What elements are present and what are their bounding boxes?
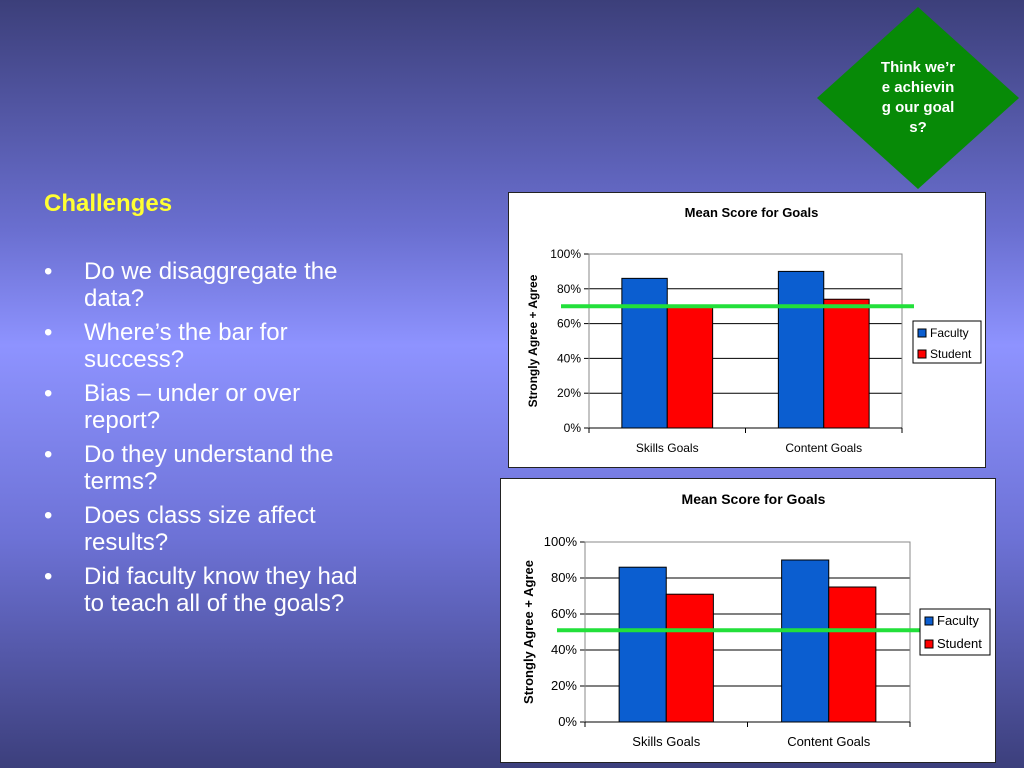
bullet-item: • Did faculty know they had to teach all … xyxy=(44,563,374,617)
chart-bottom-svg: Mean Score for Goals 0% 20% 40% 60% 80% 100% Sk… xyxy=(521,491,991,749)
y-tick-label: 60% xyxy=(557,317,581,331)
legend-label: Student xyxy=(930,347,972,361)
legend-swatch-faculty xyxy=(917,328,927,338)
callout-text: Think we’re achieving our goals? xyxy=(880,59,956,136)
y-tick-label: 40% xyxy=(551,642,577,657)
y-tick-label: 20% xyxy=(551,678,577,693)
bullet-dot: • xyxy=(44,380,53,407)
bar-faculty xyxy=(781,559,830,723)
bullet-item: • Do they understand the terms? xyxy=(44,441,374,495)
section-heading: Challenges xyxy=(44,190,173,217)
bullet-text: Bias – under or over report? xyxy=(84,380,301,434)
bullet-dot: • xyxy=(44,319,53,346)
legend-swatch-faculty xyxy=(924,616,934,626)
y-tick-label: 60% xyxy=(551,606,577,621)
bullet-text: Do they understand the terms? xyxy=(84,441,334,495)
chart-bottom: Mean Score for Goals 0% 20% 40% 60% 80% 100% Sk… xyxy=(500,478,996,763)
y-tick-label: 0% xyxy=(564,421,582,435)
y-tick-label: 100% xyxy=(550,247,581,261)
bar-faculty xyxy=(777,270,825,429)
y-tick-label: 20% xyxy=(557,386,581,400)
bullet-list: • Do we disaggregate the data? • Where’s t… xyxy=(44,258,374,624)
legend-label: Faculty xyxy=(937,613,979,628)
x-tick-label: Content Goals xyxy=(787,734,871,749)
y-axis-label: Strongly Agree + Agree xyxy=(521,560,536,704)
bullet-item: • Bias – under or over report? xyxy=(44,380,374,434)
y-tick-label: 80% xyxy=(551,570,577,585)
bar-faculty xyxy=(621,277,668,429)
bullet-dot: • xyxy=(44,563,53,590)
y-tick-label: 40% xyxy=(557,351,581,365)
bullet-item: • Does class size affect results? xyxy=(44,502,374,556)
callout-diamond: Think we’re achieving our goals? xyxy=(817,7,1019,189)
y-axis-label: Strongly Agree + Agree xyxy=(526,274,540,407)
bar-student xyxy=(665,593,714,723)
bar-faculty xyxy=(618,566,667,723)
legend-label: Student xyxy=(937,636,982,651)
y-tick-label: 80% xyxy=(557,282,581,296)
bullet-dot: • xyxy=(44,502,53,529)
diamond-shape xyxy=(817,7,1019,189)
bar-student xyxy=(828,586,877,723)
chart-title: Mean Score for Goals xyxy=(682,491,826,507)
bullet-dot: • xyxy=(44,258,53,285)
bullet-dot: • xyxy=(44,441,53,468)
chart-top-svg: Mean Score for Goals 0% 20% 40% 60% 80% 100% Sk… xyxy=(526,205,982,455)
x-tick-label: Skills Goals xyxy=(636,441,699,455)
legend-swatch-student xyxy=(924,639,934,649)
bullet-text: Did faculty know they had to teach all o… xyxy=(84,563,358,617)
chart-title: Mean Score for Goals xyxy=(685,205,819,220)
x-tick-label: Skills Goals xyxy=(632,734,700,749)
legend-swatch-student xyxy=(917,349,927,359)
chart-top: Mean Score for Goals 0% 20% 40% 60% 80% 100% Sk… xyxy=(508,192,986,468)
bar-student xyxy=(823,298,870,429)
bullet-item: • Do we disaggregate the data? xyxy=(44,258,374,312)
bullet-item: • Where’s the bar for success? xyxy=(44,319,374,373)
bullet-text: Where’s the bar for success? xyxy=(84,319,288,373)
bullet-text: Do we disaggregate the data? xyxy=(84,258,338,312)
y-tick-label: 100% xyxy=(544,534,578,549)
x-tick-label: Content Goals xyxy=(785,441,862,455)
legend-label: Faculty xyxy=(930,326,969,340)
bar-student xyxy=(666,305,714,429)
bullet-text: Does class size affect results? xyxy=(84,502,316,556)
y-tick-label: 0% xyxy=(558,714,577,729)
